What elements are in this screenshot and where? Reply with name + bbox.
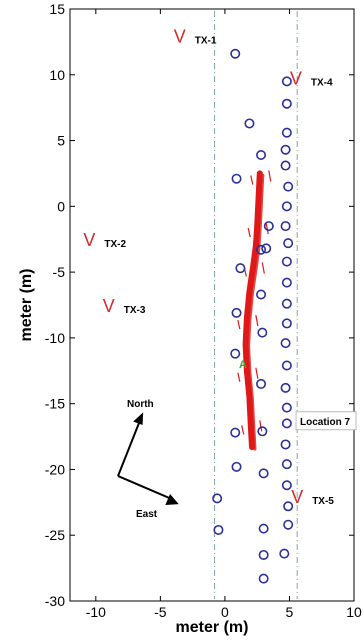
grid-point-marker — [258, 468, 269, 479]
heading-marker — [237, 320, 241, 330]
grid-point-marker — [281, 459, 292, 470]
grid-point-marker — [281, 298, 292, 309]
grid-point-marker — [279, 548, 290, 559]
north-arrow-head — [133, 412, 144, 426]
y-tick-label: -20 — [45, 461, 65, 477]
grid-point-marker — [257, 327, 268, 338]
grid-point-marker — [281, 402, 292, 413]
x-tick-label: 5 — [286, 604, 294, 620]
grid-point-marker — [263, 221, 274, 232]
location-label: Location 7 — [300, 417, 350, 428]
grid-point-marker — [281, 360, 292, 371]
grid-point-marker — [231, 307, 242, 318]
grid-point-marker — [280, 338, 291, 349]
grid-point-marker — [281, 76, 292, 87]
heading-marker — [259, 420, 263, 432]
heading-marker — [241, 425, 245, 435]
grid-point-marker — [258, 523, 269, 534]
east-arrow-head — [165, 493, 179, 506]
start-marker: A — [239, 359, 247, 371]
y-tick-label: -10 — [45, 330, 65, 346]
grid-point-marker — [281, 277, 292, 288]
transmitter-marker: V — [290, 68, 302, 88]
grid-point-marker — [283, 519, 294, 530]
grid-point-marker — [283, 238, 294, 249]
grid-point-marker — [212, 493, 223, 504]
grid-point-marker — [230, 427, 241, 438]
north-label: North — [127, 399, 154, 410]
y-tick-label: 5 — [57, 133, 65, 149]
grid-point-marker — [280, 221, 291, 232]
y-tick-label: 15 — [49, 1, 65, 17]
grid-point-marker — [280, 382, 291, 393]
grid-point-marker — [258, 573, 269, 584]
grid-point-marker — [231, 461, 242, 472]
grid-point-marker — [280, 144, 291, 155]
heading-marker — [255, 367, 259, 379]
transmitter-marker: V — [83, 230, 95, 250]
y-tick-label: -30 — [45, 593, 65, 609]
grid-point-marker — [281, 127, 292, 138]
grid-point-marker — [281, 201, 292, 212]
grid-point-marker — [280, 439, 291, 450]
grid-point-marker — [283, 501, 294, 512]
grid-point-marker — [261, 243, 272, 254]
grid-point-marker — [256, 289, 267, 300]
heading-marker — [261, 262, 265, 274]
heading-marker — [250, 175, 254, 185]
grid-point-marker — [281, 256, 292, 267]
x-tick-label: 10 — [346, 604, 362, 620]
plot-frame — [69, 8, 355, 602]
transmitter-label: TX-3 — [124, 305, 146, 316]
x-tick-label: -10 — [86, 604, 106, 620]
y-tick-label: -5 — [53, 264, 66, 280]
grid-point-marker — [281, 318, 292, 329]
location-label-box — [295, 411, 357, 431]
grid-point-marker — [256, 150, 267, 161]
east-label: East — [136, 509, 158, 520]
x-tick-label: 0 — [221, 604, 229, 620]
y-tick-label: -25 — [45, 527, 65, 543]
transmitter-label: TX-1 — [195, 35, 217, 46]
x-tick-label: -5 — [154, 604, 167, 620]
grid-point-marker — [281, 480, 292, 491]
grid-point-marker — [281, 418, 292, 429]
grid-point-marker — [213, 524, 224, 535]
walk-path-line — [242, 170, 263, 451]
grid-point-marker — [244, 118, 255, 129]
grid-point-marker — [230, 48, 241, 59]
grid-point-marker — [281, 98, 292, 109]
grid-point-marker — [235, 263, 246, 274]
heading-marker — [265, 222, 269, 235]
grid-point-marker — [256, 244, 267, 255]
heading-marker — [268, 170, 272, 182]
grid-point-marker — [256, 378, 267, 389]
x-axis-label: meter (m) — [176, 619, 249, 636]
east-arrow-shaft — [117, 475, 175, 501]
compass-rose: North East — [117, 399, 179, 520]
transmitter-marker: V — [174, 26, 186, 46]
grid-point-marker — [280, 160, 291, 171]
y-tick-label: 0 — [57, 198, 65, 214]
transmitter-marker: V — [291, 487, 303, 507]
grid-point-marker — [258, 549, 269, 560]
grid-point-marker — [257, 426, 268, 437]
heading-marker — [247, 227, 251, 238]
walk-path-line-2 — [247, 173, 265, 451]
transmitter-label: TX-2 — [104, 239, 126, 250]
grid-point-marker — [231, 173, 242, 184]
transmitter-label: TX-4 — [311, 77, 333, 88]
y-tick-label: -15 — [45, 396, 65, 412]
grid-point-marker — [283, 181, 294, 192]
north-arrow-shaft — [117, 417, 142, 477]
y-tick-label: 10 — [49, 67, 65, 83]
y-axis-label: meter (m) — [18, 269, 35, 342]
heading-marker — [255, 315, 259, 327]
transmitter-label: TX-5 — [312, 496, 334, 507]
grid-point-marker — [230, 348, 241, 359]
heading-marker — [237, 372, 241, 382]
transmitter-marker: V — [103, 296, 115, 316]
